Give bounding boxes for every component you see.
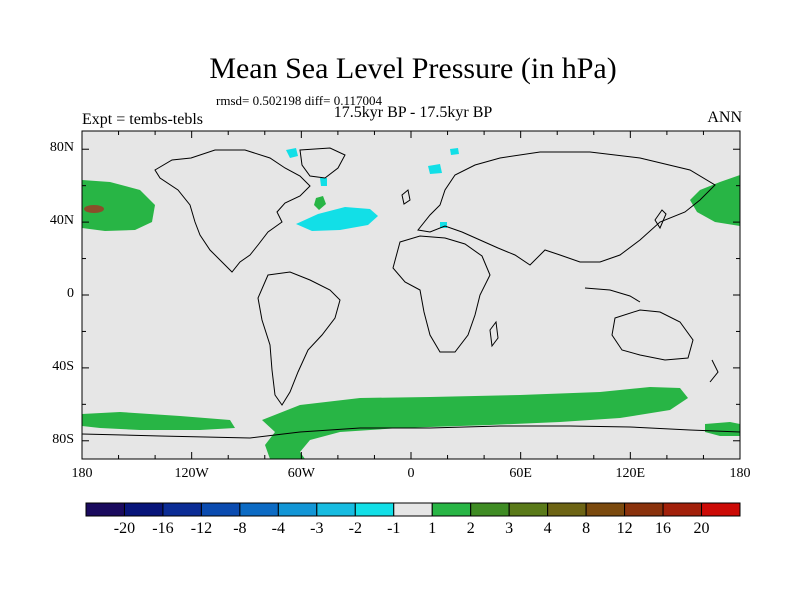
colorbar-label: -16 (152, 520, 174, 537)
colorbar-swatch (277, 502, 318, 517)
stats-text: rmsd= 0.502198 diff= 0.117004 (216, 93, 382, 108)
coastline-uk (401, 189, 411, 205)
anomaly-region-atlantic-small (314, 196, 326, 210)
colorbar-label: 1 (428, 520, 437, 537)
lon-tick-label: 180 (729, 466, 751, 481)
colorbar-label: 12 (616, 520, 633, 537)
anomaly-region-iceland (320, 178, 327, 186)
experiment-label: Expt = tembs-tebls (82, 111, 204, 128)
colorbar-swatch (239, 502, 279, 517)
colorbar-label: -3 (310, 520, 324, 537)
coastline-madagascar (489, 320, 499, 348)
colorbar-swatch (200, 502, 241, 517)
colorbar-label: 3 (505, 520, 514, 537)
anomaly-region-sw-pacific (82, 412, 235, 430)
colorbar-label: -4 (271, 520, 285, 537)
axis-ticks (81, 131, 741, 459)
colorbar-label: 4 (543, 520, 552, 537)
colorbar-swatch (316, 502, 356, 517)
colorbar-swatch (624, 502, 664, 517)
colorbar-swatch (547, 502, 587, 517)
coastline-japan (654, 209, 667, 230)
anomaly-region-nepacific (82, 180, 155, 231)
coastline-north-america (154, 149, 311, 273)
colorbar-label: -8 (233, 520, 247, 537)
lat-tick-label: 80S (52, 431, 74, 447)
anomaly-region-scandinavia (428, 164, 442, 174)
colorbar (85, 502, 741, 517)
coastlines (82, 147, 740, 439)
colorbar-swatch (162, 502, 202, 517)
colorbar-label: -12 (190, 520, 213, 537)
colorbar-swatch (85, 502, 125, 517)
colorbar-swatch (701, 502, 741, 517)
colorbar-swatch (585, 502, 626, 517)
colorbar-label: 20 (693, 520, 710, 537)
colorbar-swatch (662, 502, 703, 517)
colorbar-swatch (123, 502, 164, 517)
lat-tick-label: 40N (49, 213, 74, 229)
anomaly-region-nwpacific (690, 175, 740, 226)
coastline-antarctica (82, 425, 740, 439)
lon-tick-label: 120E (615, 466, 646, 481)
coastline-africa (392, 235, 491, 353)
colorbar-label: -20 (113, 520, 136, 537)
colorbar-swatch (354, 502, 395, 517)
lat-tick-label: 40S (52, 358, 74, 374)
anomaly-region-nepacific-core (84, 205, 104, 213)
colorbar-label: 2 (466, 520, 475, 537)
pressure-anomaly-fills (82, 148, 740, 459)
anomaly-region-north-atlantic (296, 207, 378, 231)
coastline-europe-asia (417, 151, 716, 266)
lon-tick-label: 180 (71, 466, 93, 481)
chart-title: Mean Sea Level Pressure (in hPa) (209, 52, 617, 85)
colorbar-label: 16 (655, 520, 672, 537)
lon-tick-label: 0 (407, 466, 415, 481)
colorbar-swatch (470, 502, 510, 517)
colorbar-swatch (431, 502, 472, 517)
lat-tick-label: 0 (67, 286, 74, 301)
lat-tick-label: 80N (49, 140, 74, 156)
lon-tick-label: 60E (509, 466, 532, 481)
coastline-new-zealand (709, 359, 719, 383)
coastline-indonesia (584, 287, 641, 303)
colorbar-swatch (393, 502, 433, 517)
chart-subtitle: 17.5kyr BP - 17.5kyr BP (333, 104, 493, 121)
anomaly-region-svalbard (450, 148, 459, 155)
period-label: ANN (707, 109, 742, 126)
coastline-greenland (299, 147, 346, 179)
lon-tick-label: 120W (174, 466, 209, 481)
coastline-australia (611, 309, 694, 361)
anomaly-region-greenland (286, 148, 298, 158)
anomaly-region-se-pacific (705, 422, 740, 436)
coastline-south-america (257, 271, 341, 406)
colorbar-label: -2 (348, 520, 362, 537)
colorbar-label: -1 (387, 520, 401, 537)
colorbar-swatch (508, 502, 549, 517)
anomaly-region-southern-ocean (262, 387, 688, 459)
colorbar-label: 8 (582, 520, 591, 537)
lon-tick-label: 60W (287, 466, 315, 481)
